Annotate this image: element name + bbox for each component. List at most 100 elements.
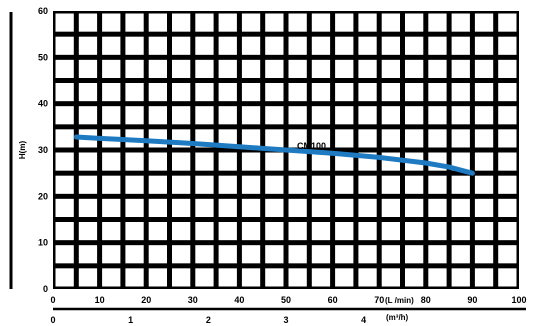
grid-cell — [78, 198, 98, 217]
grid-cell — [102, 152, 121, 171]
grid-cell — [474, 36, 494, 55]
grid-cell — [405, 36, 424, 55]
grid-cell — [265, 129, 284, 148]
grid-cell — [195, 106, 214, 125]
x2-tick-label: 0 — [50, 315, 55, 325]
grid-cell — [381, 175, 400, 194]
grid-cell — [148, 36, 167, 55]
grid-cell — [195, 245, 214, 264]
grid-cell — [265, 152, 284, 171]
grid-cell — [498, 222, 517, 241]
grid-cell — [78, 36, 98, 55]
grid-cell — [358, 175, 377, 194]
grid-cell — [125, 152, 144, 171]
y-tick-label: 30 — [38, 145, 48, 155]
grid-cell — [288, 13, 307, 32]
grid-cell — [451, 13, 470, 32]
grid-cell — [451, 106, 470, 125]
grid-cell — [148, 59, 167, 78]
grid-cell — [125, 106, 144, 125]
grid-cell — [125, 59, 144, 78]
grid-cell — [405, 222, 424, 241]
grid-cell — [148, 175, 167, 194]
grid-cell — [358, 245, 377, 264]
grid-cell — [241, 268, 261, 287]
grid-cell — [405, 59, 424, 78]
grid-cell — [405, 175, 424, 194]
grid-cell — [125, 83, 144, 102]
grid-cell — [125, 198, 144, 217]
grid-cell — [55, 129, 74, 148]
grid-cell — [265, 59, 284, 78]
grid-cell — [288, 36, 307, 55]
grid-cell — [148, 245, 167, 264]
grid-cell — [148, 198, 167, 217]
grid-cell — [55, 222, 74, 241]
grid-cell — [241, 129, 261, 148]
grid-cell — [148, 152, 167, 171]
grid-cell — [428, 59, 447, 78]
grid-cell — [335, 222, 354, 241]
grid-cell — [474, 106, 494, 125]
grid-cell — [78, 245, 98, 264]
grid-cell — [428, 198, 447, 217]
grid-cell — [451, 245, 470, 264]
grid-cell — [195, 175, 214, 194]
grid-cell — [311, 59, 331, 78]
grid-cell — [55, 198, 74, 217]
grid-cell — [55, 106, 74, 125]
grid-cell — [428, 245, 447, 264]
grid-cell — [451, 198, 470, 217]
x-tick-label: 30 — [188, 295, 198, 305]
grid-cell — [172, 152, 191, 171]
grid-cell — [78, 175, 98, 194]
grid-cell — [78, 106, 98, 125]
grid-cell — [195, 36, 214, 55]
grid-cell — [498, 198, 517, 217]
grid-cell — [288, 268, 307, 287]
grid-cell — [288, 106, 307, 125]
grid-cell — [451, 152, 470, 171]
grid-cell — [498, 175, 517, 194]
grid-cell — [125, 222, 144, 241]
grid-cell — [218, 129, 237, 148]
grid-cell — [288, 222, 307, 241]
grid-cell — [428, 36, 447, 55]
grid-cell — [218, 59, 237, 78]
grid-cell — [288, 129, 307, 148]
grid-cell — [474, 175, 494, 194]
grid-cell — [102, 222, 121, 241]
grid-cell — [148, 222, 167, 241]
grid-cell — [55, 152, 74, 171]
grid-cell — [218, 36, 237, 55]
grid-cell — [102, 83, 121, 102]
y-tick-label: 40 — [38, 99, 48, 109]
x-tick-label: 20 — [141, 295, 151, 305]
grid-cell — [358, 83, 377, 102]
grid-cell — [78, 13, 98, 32]
grid-cell — [451, 129, 470, 148]
grid-cell — [288, 175, 307, 194]
grid-cell — [148, 83, 167, 102]
x2-tick-label: 3 — [283, 315, 288, 325]
grid-cell — [78, 59, 98, 78]
grid-cell — [55, 13, 74, 32]
grid-cell — [55, 268, 74, 287]
grid-cell — [172, 245, 191, 264]
grid-cell — [288, 198, 307, 217]
grid-cell — [381, 268, 400, 287]
grid-cell — [102, 59, 121, 78]
grid-cell — [55, 245, 74, 264]
grid-cell — [125, 245, 144, 264]
grid-cell — [218, 83, 237, 102]
grid-cell — [311, 13, 331, 32]
grid-cell — [265, 245, 284, 264]
grid-cell — [311, 106, 331, 125]
grid-cell — [241, 106, 261, 125]
grid-cell — [428, 13, 447, 32]
grid-cell — [358, 13, 377, 32]
grid-cell — [241, 198, 261, 217]
x-tick-labels: 0 10 20 30 40 50 60 70 80 90 100 — [50, 295, 526, 305]
y-tick-label: 50 — [38, 52, 48, 62]
grid-cell — [172, 83, 191, 102]
